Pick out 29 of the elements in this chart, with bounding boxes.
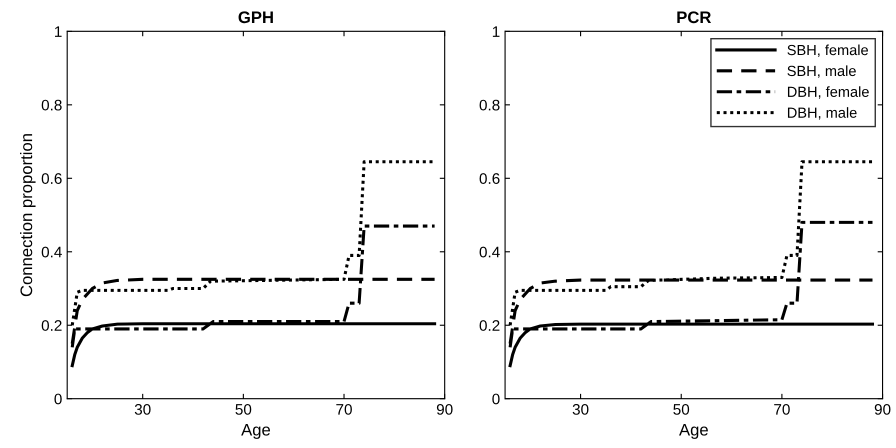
- y-tick-label: 0.2: [42, 320, 62, 331]
- x-tick-label: 90: [874, 404, 890, 415]
- x-tick-label: 90: [436, 404, 453, 415]
- chart-title: GPH: [238, 11, 273, 24]
- y-tick-label: 0.2: [480, 320, 500, 331]
- x-axis-title: Age: [241, 424, 270, 439]
- y-tick-label: 1: [55, 26, 62, 37]
- x-tick-label: 30: [572, 404, 588, 415]
- y-tick-label: 0.8: [480, 100, 500, 111]
- x-tick-label: 70: [774, 404, 790, 415]
- x-tick-label: 70: [336, 404, 352, 415]
- legend-label: DBH, female: [788, 86, 869, 99]
- legend-label: DBH, male: [788, 107, 857, 120]
- y-tick-label: 0.6: [480, 173, 500, 184]
- y-tick-label: 0.8: [42, 100, 62, 111]
- x-tick-label: 50: [673, 404, 690, 415]
- x-axis-title: Age: [679, 424, 708, 439]
- y-tick-label: 1: [492, 26, 500, 37]
- legend-label: SBH, female: [787, 44, 868, 57]
- x-tick-label: 50: [235, 404, 252, 415]
- y-tick-label: 0.6: [42, 173, 62, 184]
- x-tick-label: 30: [134, 404, 151, 415]
- y-tick-label: 0: [492, 394, 500, 404]
- y-tick-label: 0.4: [42, 246, 62, 258]
- chart-title: PCR: [677, 11, 712, 24]
- y-tick-label: 0: [54, 394, 62, 404]
- y-tick-label: 0.4: [480, 246, 500, 258]
- y-axis-title: Connection proportion: [20, 134, 36, 296]
- legend-label: SBH, male: [787, 65, 856, 78]
